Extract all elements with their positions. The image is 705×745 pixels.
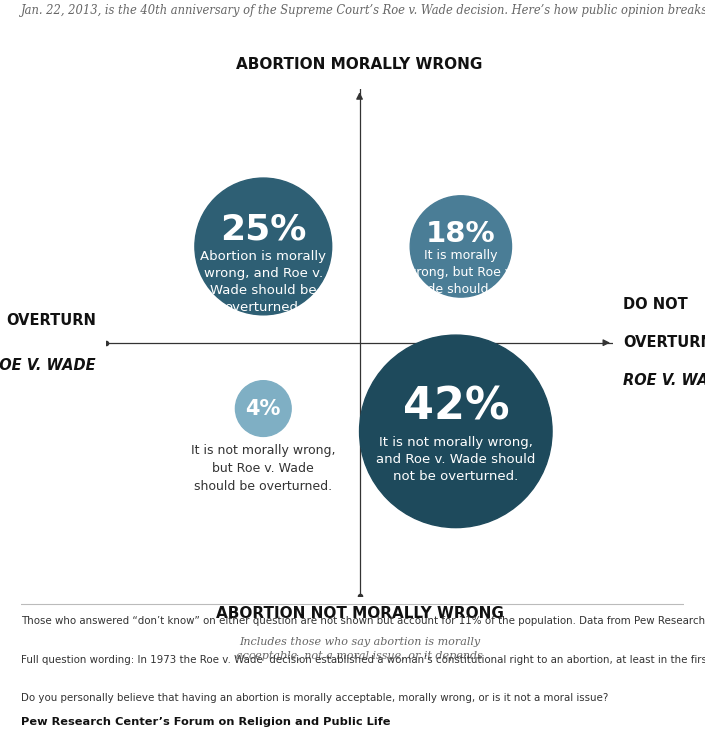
Text: ABORTION MORALLY WRONG: ABORTION MORALLY WRONG: [236, 57, 483, 72]
Text: Includes those who say abortion is morally
acceptable, not a moral issue, or it : Includes those who say abortion is moral…: [236, 636, 483, 661]
Text: Do you personally believe that having an abortion is morally acceptable, morally: Do you personally believe that having an…: [21, 694, 608, 703]
Text: Jan. 22, 2013, is the 40th anniversary of the Supreme Court’s Roe v. Wade decisi: Jan. 22, 2013, is the 40th anniversary o…: [21, 4, 705, 16]
Text: 25%: 25%: [220, 212, 307, 247]
Text: ROE V. WADE: ROE V. WADE: [623, 373, 705, 388]
Text: 42%: 42%: [403, 386, 509, 429]
Text: ROE V. WADE: ROE V. WADE: [0, 358, 96, 373]
Text: Pew Research Center’s Forum on Religion and Public Life: Pew Research Center’s Forum on Religion …: [21, 717, 391, 727]
Text: DO NOT: DO NOT: [623, 297, 688, 312]
Text: 18%: 18%: [426, 220, 496, 248]
Text: It is not morally wrong,
and Roe v. Wade should
not be overturned.: It is not morally wrong, and Roe v. Wade…: [376, 436, 536, 484]
Text: It is morally
wrong, but Roe v.
Wade should not
be overturned.: It is morally wrong, but Roe v. Wade sho…: [406, 249, 515, 313]
Circle shape: [410, 196, 512, 297]
Text: It is not morally wrong,
but Roe v. Wade
should be overturned.: It is not morally wrong, but Roe v. Wade…: [191, 444, 336, 493]
Text: ABORTION NOT MORALLY WRONG: ABORTION NOT MORALLY WRONG: [216, 606, 503, 621]
Circle shape: [360, 335, 552, 527]
Circle shape: [195, 178, 331, 315]
Text: Full question wording: In 1973 the Roe v. Wade  decision established a woman’s c: Full question wording: In 1973 the Roe v…: [21, 655, 705, 665]
Text: OVERTURN: OVERTURN: [6, 312, 96, 328]
Text: Those who answered “don’t know” on either question are not shown but account for: Those who answered “don’t know” on eithe…: [21, 616, 705, 627]
Text: OVERTURN: OVERTURN: [623, 335, 705, 350]
Circle shape: [235, 381, 291, 437]
Text: Abortion is morally
wrong, and Roe v.
Wade should be
overturned.: Abortion is morally wrong, and Roe v. Wa…: [200, 250, 326, 314]
Text: 4%: 4%: [245, 399, 281, 419]
